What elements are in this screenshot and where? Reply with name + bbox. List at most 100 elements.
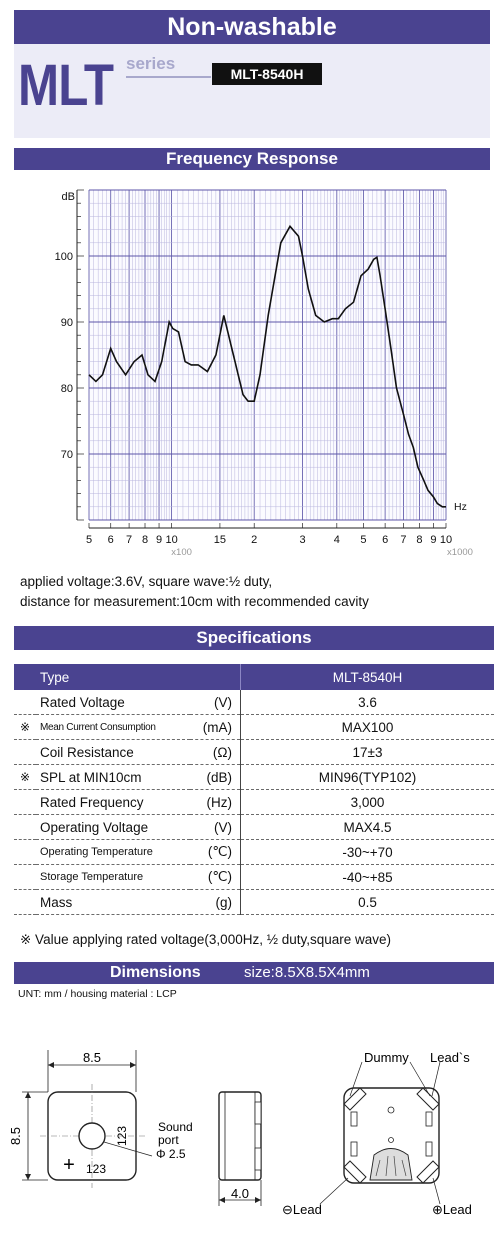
x-tick-label: 6 xyxy=(108,534,114,546)
y-tick-label: 70 xyxy=(61,449,73,461)
spec-value: MAX4.5 xyxy=(240,814,494,840)
dimension-drawing: 8.5 8.5 123 123 + Sound port Φ 2.5 4.0 xyxy=(8,1050,472,1217)
spec-name: Storage Temperature xyxy=(36,864,190,890)
minus-lead-label: ⊖Lead xyxy=(282,1202,322,1217)
x-tick-label: 4 xyxy=(334,534,340,546)
side-view-drawing xyxy=(218,1091,262,1206)
spec-unit: (Hz) xyxy=(190,789,241,815)
dimensions-section-title: Dimensions xyxy=(110,964,201,981)
x-tick-label: 10 xyxy=(440,534,452,546)
sound-port-label: Sound xyxy=(158,1120,193,1134)
y-tick-label: 100 xyxy=(55,251,73,263)
x-tick-label: 8 xyxy=(142,534,148,546)
spec-header-type: Type xyxy=(36,664,190,690)
spec-footnote: ※ Value applying rated voltage(3,000Hz, … xyxy=(20,932,392,947)
series-word: series xyxy=(126,54,176,73)
plus-mark: + xyxy=(63,1154,75,1176)
x-tick-label: 8 xyxy=(416,534,422,546)
x-tick-label: 7 xyxy=(126,534,132,546)
spec-unit: (℃) xyxy=(190,839,241,865)
spec-value: 3.6 xyxy=(240,690,494,715)
spec-value: -30~+70 xyxy=(240,839,494,865)
dummy-label: Dummy xyxy=(364,1050,409,1065)
measurement-note-1: applied voltage:3.6V, square wave:½ duty… xyxy=(20,574,273,589)
spec-row: Mass (g) 0.5 xyxy=(14,889,494,915)
chart-grid xyxy=(88,189,447,521)
x-multiplier-label: x1000 xyxy=(447,547,473,555)
x-tick-label: 5 xyxy=(86,534,92,546)
height-label: 8.5 xyxy=(8,1127,23,1145)
spec-value: 0.5 xyxy=(240,889,494,915)
series-name: MLT xyxy=(18,53,114,118)
width-label: 8.5 xyxy=(83,1050,101,1065)
spec-value: MIN96(TYP102) xyxy=(240,764,494,790)
x-tick-label: 15 xyxy=(214,534,226,546)
spec-unit: (℃) xyxy=(190,864,241,890)
spec-unit: (V) xyxy=(190,814,241,840)
spec-name: Mass xyxy=(36,889,190,915)
thickness-label: 4.0 xyxy=(231,1186,249,1201)
sound-port-diameter: Φ 2.5 xyxy=(156,1147,186,1161)
x-tick-label: 3 xyxy=(299,534,305,546)
spec-name: Mean Current Consumption xyxy=(36,714,190,740)
spec-name: Rated Frequency xyxy=(36,789,190,815)
plus-lead-label: ⊕Lead xyxy=(432,1202,472,1217)
dimensions-band xyxy=(14,962,494,984)
marking-text: 123 xyxy=(86,1162,106,1176)
dimensions-size: size:8.5X8.5X4mm xyxy=(244,964,370,981)
spec-name: SPL at MIN10cm xyxy=(36,764,190,790)
response-curve xyxy=(88,224,446,508)
spec-name: Rated Voltage xyxy=(36,690,190,715)
spec-value: -40~+85 xyxy=(240,864,494,890)
specifications-table: Type MLT-8540H Rated Voltage (V) 3.6 ※ M… xyxy=(14,664,494,915)
spec-value: 17±3 xyxy=(240,739,494,765)
spec-value: 3,000 xyxy=(240,789,494,815)
x-tick-label: 6 xyxy=(382,534,388,546)
spec-row: Coil Resistance (Ω) 17±3 xyxy=(14,739,494,765)
x-multiplier-label: x100 xyxy=(171,547,192,555)
bottom-view-drawing xyxy=(319,1061,441,1205)
spec-unit: (g) xyxy=(190,889,241,915)
spec-header-model: MLT-8540H xyxy=(240,664,494,690)
chart-axes xyxy=(76,189,447,529)
sound-port-label-2: port xyxy=(158,1133,179,1147)
x-tick-label: 10 xyxy=(165,534,177,546)
leads-label: Lead`s xyxy=(430,1050,470,1065)
spec-name: Operating Voltage xyxy=(36,814,190,840)
spec-name: Coil Resistance xyxy=(36,739,190,765)
top-view-drawing xyxy=(22,1050,153,1188)
frequency-section-title: Frequency Response xyxy=(14,148,490,170)
series-underline xyxy=(126,76,211,78)
spec-row: ※ SPL at MIN10cm (dB) MIN96(TYP102) xyxy=(14,764,494,790)
spec-unit: (dB) xyxy=(190,764,241,790)
spec-row: Rated Voltage (V) 3.6 xyxy=(14,690,494,715)
spec-row: ※ Mean Current Consumption (mA) MAX100 xyxy=(14,714,494,740)
specifications-section-title: Specifications xyxy=(14,626,494,650)
x-tick-label: 2 xyxy=(251,534,257,546)
spec-row: Rated Frequency (Hz) 3,000 xyxy=(14,789,494,815)
measurement-note-2: distance for measurement:10cm with recom… xyxy=(20,594,369,609)
spec-row: Operating Voltage (V) MAX4.5 xyxy=(14,814,494,840)
y-axis-label: dB xyxy=(62,191,75,203)
spec-row: Operating Temperature (℃) -30~+70 xyxy=(14,839,494,865)
marking-text-rotated: 123 xyxy=(115,1126,129,1146)
spec-row: Storage Temperature (℃) -40~+85 xyxy=(14,864,494,890)
y-tick-label: 90 xyxy=(61,317,73,329)
model-badge: MLT-8540H xyxy=(212,63,322,85)
spec-unit: (mA) xyxy=(190,714,241,740)
spec-name: Operating Temperature xyxy=(36,839,190,865)
x-tick-label: 9 xyxy=(430,534,436,546)
spec-unit: (V) xyxy=(190,690,241,715)
page-title: Non-washable xyxy=(14,10,490,44)
plot-area xyxy=(89,190,446,520)
spec-value: MAX100 xyxy=(240,714,494,740)
x-tick-label: 7 xyxy=(400,534,406,546)
y-tick-label: 80 xyxy=(61,383,73,395)
spec-unit: (Ω) xyxy=(190,739,241,765)
spec-header-row: Type MLT-8540H xyxy=(14,664,494,690)
note-mark: ※ xyxy=(14,764,36,790)
x-tick-label: 9 xyxy=(156,534,162,546)
note-mark: ※ xyxy=(14,714,36,740)
unit-note: UNT: mm / housing material : LCP xyxy=(18,988,177,1000)
